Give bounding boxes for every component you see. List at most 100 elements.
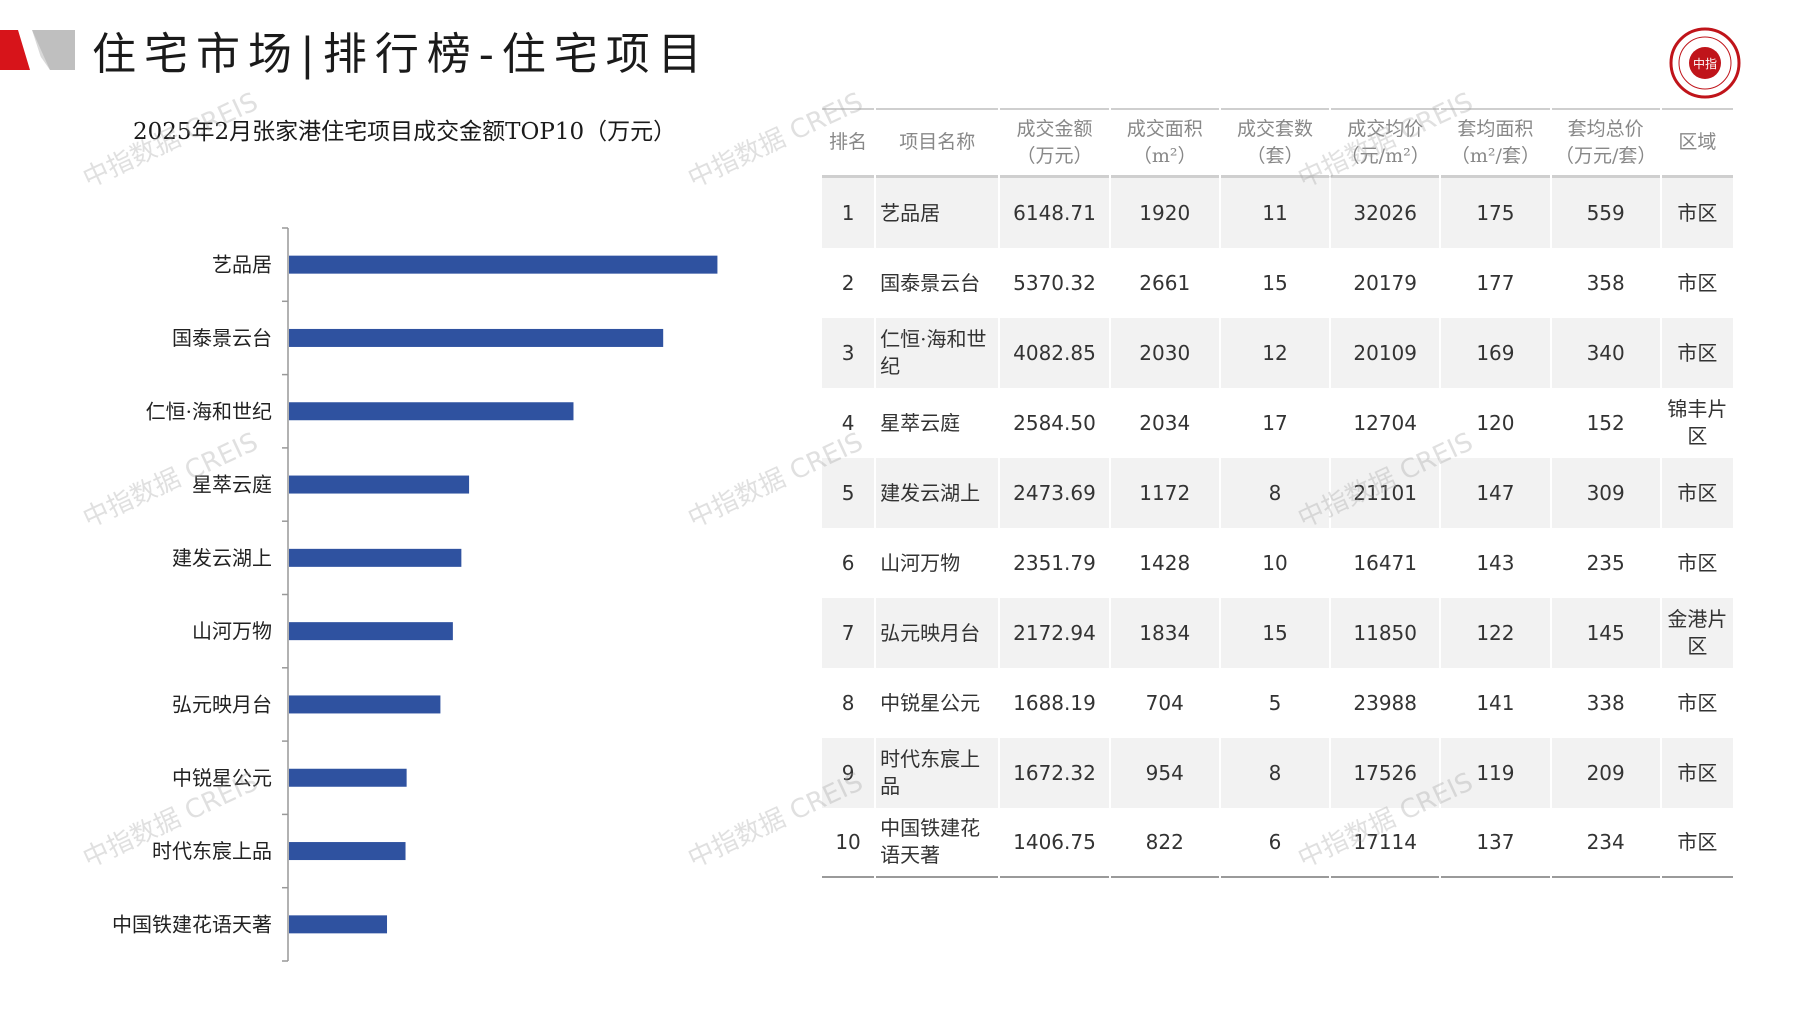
cell-name: 中锐星公元: [880, 690, 981, 715]
cell-area: 704: [1145, 691, 1184, 715]
column-header-unit: （m²）: [1132, 144, 1197, 167]
column-header-line1: 成交套数: [1236, 117, 1313, 140]
column-header-line1: 成交面积: [1126, 117, 1203, 140]
cell-name: 时代东宸上品: [876, 738, 999, 808]
page-header: 住宅市场|排行榜-住宅项目 中指: [0, 0, 1797, 100]
column-header: 项目名称: [876, 108, 999, 178]
column-header: 成交金额 （万元）: [1000, 108, 1109, 178]
category-label: 国泰景云台: [172, 326, 272, 350]
cell-region: 市区: [1677, 270, 1718, 295]
table-row: 8 中锐星公元 1688.19 704 5 23988 141 338 市区: [822, 668, 1733, 738]
cell-amount: 2473.69: [1000, 458, 1109, 528]
table-row: 3 仁恒·海和世纪 4082.85 2030 12 20109 169 340 市区: [822, 318, 1733, 388]
column-header: 套均面积 （m²/套）: [1441, 108, 1550, 178]
table-row: 10 中国铁建花语天著 1406.75 822 6 17114 137 234 市区: [822, 808, 1733, 878]
table-row: 6 山河万物 2351.79 1428 10 16471 143 235 市区: [822, 528, 1733, 598]
bar: [289, 622, 453, 641]
cell-amount: 6148.71: [1000, 178, 1109, 248]
category-label: 中锐星公元: [172, 766, 272, 790]
cell-avg-area: 137: [1441, 808, 1550, 878]
column-header: 成交面积 （m²）: [1110, 108, 1219, 178]
cell-avg-total: 235: [1586, 551, 1625, 575]
category-label: 星萃云庭: [192, 473, 272, 497]
bar: [289, 695, 441, 714]
cell-avg-area: 119: [1441, 738, 1550, 808]
cell-amount: 2351.79: [1013, 551, 1096, 575]
cell-rank: 4: [841, 411, 855, 435]
cell-avg-price: 16471: [1353, 551, 1417, 575]
cell-rank: 10: [822, 808, 875, 878]
bar: [289, 255, 718, 274]
category-label: 建发云湖上: [172, 546, 272, 570]
cell-amount: 5370.32: [1013, 271, 1096, 295]
bar: [289, 915, 388, 934]
cell-amount: 4082.85: [1000, 318, 1109, 388]
cell-avg-area: 120: [1476, 411, 1515, 435]
cell-avg-area: 122: [1441, 598, 1550, 668]
logo-text: 中指: [1693, 56, 1717, 71]
cell-name: 山河万物: [880, 550, 961, 575]
column-header: 区域: [1661, 108, 1733, 178]
column-header-line1: 套均总价: [1567, 117, 1644, 140]
cell-avg-total: 152: [1586, 411, 1625, 435]
column-header-unit: （元/m²）: [1340, 144, 1430, 167]
cell-units: 10: [1262, 551, 1288, 575]
column-header-line1: 套均面积: [1457, 117, 1534, 140]
column-header: 排名: [822, 108, 875, 178]
bar: [289, 328, 664, 347]
cell-name: 星萃云庭: [880, 410, 961, 435]
category-label: 时代东宸上品: [152, 839, 272, 863]
cell-region: 锦丰片区: [1667, 397, 1728, 448]
table-row: 5 建发云湖上 2473.69 1172 8 21101 147 309 市区: [822, 458, 1733, 528]
table-row: 1 艺品居 6148.71 1920 11 32026 175 559 市区: [822, 178, 1733, 248]
china-index-academy-logo: 中指: [1669, 27, 1741, 99]
ranking-table: 排名 项目名称 成交金额 （万元） 成交面积 （m²） 成交套数 （套） 成交均价 （元/m²） 套…: [820, 108, 1735, 878]
cell-amount: 1406.75: [1000, 808, 1109, 878]
table-row: 4 星萃云庭 2584.50 2034 17 12704 120 152 锦丰片区: [822, 388, 1733, 458]
cell-avg-price: 23988: [1353, 691, 1417, 715]
cell-area: 2661: [1139, 271, 1191, 295]
cell-name: 艺品居: [876, 178, 999, 248]
bar: [289, 402, 574, 421]
cell-rank: 6: [841, 551, 855, 575]
column-header-unit: （万元）: [1016, 144, 1093, 167]
cell-units: 8: [1220, 738, 1330, 808]
cell-avg-area: 169: [1441, 318, 1550, 388]
cell-region: 市区: [1677, 550, 1718, 575]
cell-avg-area: 141: [1476, 691, 1515, 715]
cell-units: 17: [1262, 411, 1288, 435]
column-header: 套均总价 （万元/套）: [1551, 108, 1660, 178]
cell-rank: 2: [841, 271, 855, 295]
cell-units: 12: [1220, 318, 1330, 388]
cell-region: 市区: [1661, 738, 1733, 808]
cell-region: 市区: [1661, 318, 1733, 388]
bar: [289, 548, 462, 567]
table-row: 2 国泰景云台 5370.32 2661 15 20179 177 358 市区: [822, 248, 1733, 318]
table-row: 7 弘元映月台 2172.94 1834 15 11850 122 145 金港片区: [822, 598, 1733, 668]
bar: [289, 768, 407, 787]
cell-rank: 9: [822, 738, 875, 808]
cell-name: 弘元映月台: [876, 598, 999, 668]
cell-area: 1428: [1139, 551, 1191, 575]
cell-area: 1172: [1110, 458, 1219, 528]
cell-amount: 2172.94: [1000, 598, 1109, 668]
cell-avg-total: 145: [1551, 598, 1660, 668]
cell-region: 市区: [1661, 458, 1733, 528]
cell-region: 市区: [1661, 808, 1733, 878]
cell-avg-price: 32026: [1331, 178, 1440, 248]
cell-area: 2034: [1139, 411, 1191, 435]
table-row: 9 时代东宸上品 1672.32 954 8 17526 119 209 市区: [822, 738, 1733, 808]
cell-name: 中国铁建花语天著: [876, 808, 999, 878]
category-label: 艺品居: [212, 253, 272, 277]
cell-rank: 8: [841, 691, 855, 715]
cell-avg-total: 234: [1551, 808, 1660, 878]
cell-area: 1920: [1110, 178, 1219, 248]
bar: [289, 475, 470, 494]
cell-region: 市区: [1661, 178, 1733, 248]
cell-avg-price: 17114: [1331, 808, 1440, 878]
cell-amount: 1688.19: [1013, 691, 1096, 715]
cell-units: 5: [1268, 691, 1282, 715]
cell-avg-area: 147: [1441, 458, 1550, 528]
column-header-line1: 区域: [1678, 131, 1717, 153]
cell-rank: 7: [822, 598, 875, 668]
